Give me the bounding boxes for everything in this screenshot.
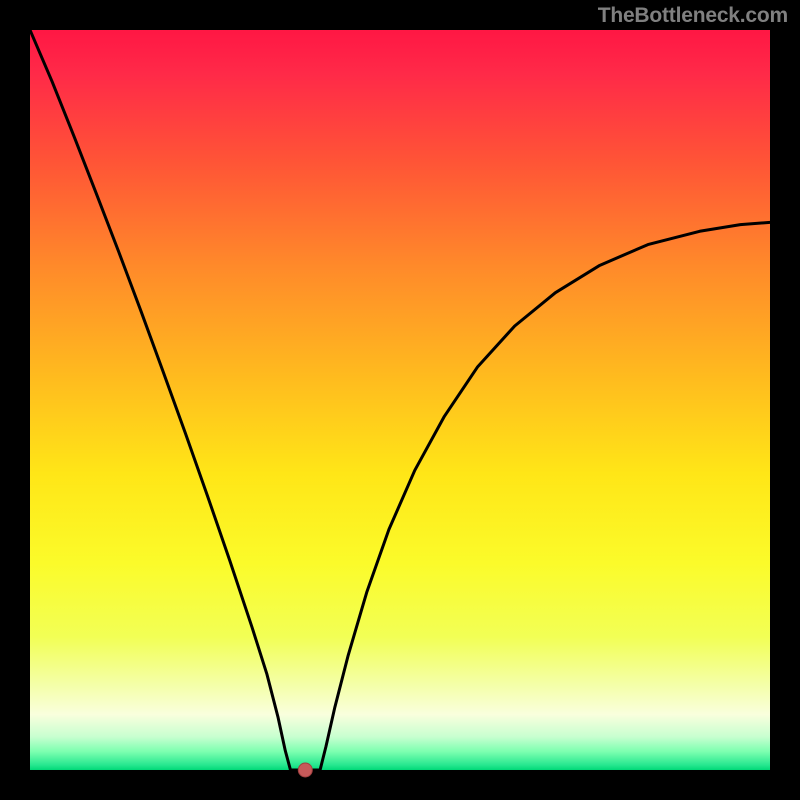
plot-background-gradient bbox=[30, 30, 770, 770]
chart-container: { "canvas": { "width": 800, "height": 80… bbox=[0, 0, 800, 800]
minimum-marker bbox=[298, 763, 312, 777]
watermark-text: TheBottleneck.com bbox=[598, 4, 788, 28]
bottleneck-chart bbox=[0, 0, 800, 800]
